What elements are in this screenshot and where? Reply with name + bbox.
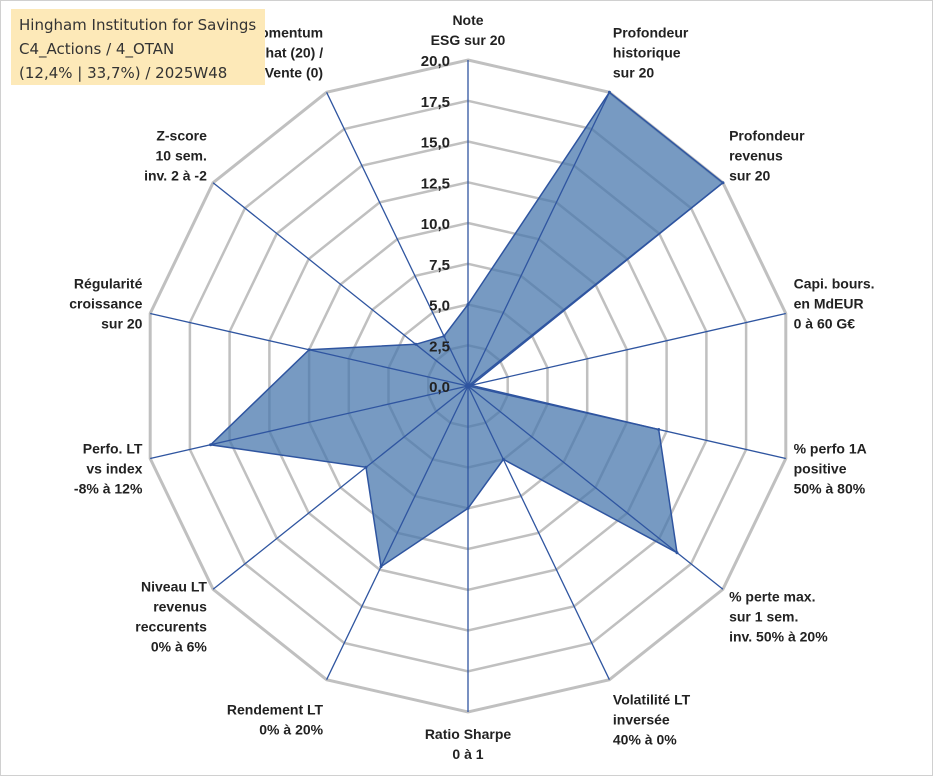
data-point — [607, 90, 611, 94]
r-tick-label: 12,5 — [421, 175, 450, 192]
title-line-2: C4_Actions / 4_OTAN — [19, 40, 175, 58]
axis-label: Profondeur historique sur 20 — [613, 25, 689, 81]
axis-spoke — [212, 182, 469, 387]
axis-label: % perfo 1A positive 50% à 80% — [794, 440, 867, 496]
axis-spoke — [212, 385, 469, 590]
axis-spoke — [467, 385, 610, 680]
data-point — [379, 565, 383, 569]
r-tick-label: 10,0 — [421, 216, 450, 233]
axis-spoke — [467, 385, 786, 460]
data-point — [466, 303, 470, 306]
data-point — [209, 443, 213, 447]
axis-label: Momentum Achat (20) / Vente (0) — [248, 25, 324, 81]
axis-label: Ratio Sharpe 0 à 1 — [425, 726, 512, 762]
r-tick-label: 7,5 — [429, 257, 450, 274]
r-tick-label: 15,0 — [421, 135, 450, 152]
axis-label: Perfo. LT vs index -8% à 12% — [74, 440, 143, 496]
axis-spoke — [150, 385, 469, 460]
title-line-3: (12,4% | 33,7%) / 2025W48 — [19, 64, 228, 82]
r-tick-label: 0,0 — [429, 379, 450, 396]
data-point — [657, 428, 661, 431]
data-point — [442, 334, 446, 338]
data-point — [307, 348, 311, 352]
axis-label: Profondeur revenus sur 20 — [729, 127, 805, 183]
axis-label: Capi. bours. en MdEUR 0 à 60 G€ — [794, 276, 875, 332]
data-point — [469, 383, 473, 387]
data-point — [501, 457, 505, 461]
axis-spoke — [467, 312, 786, 387]
data-point — [414, 342, 418, 346]
axis-spoke — [467, 182, 724, 387]
axis-spoke — [467, 92, 610, 387]
title-line-1: Hingham Institution for Savings — [19, 16, 257, 34]
axis-spoke — [467, 385, 724, 590]
axis-label: Rendement LT 0% à 20% — [227, 701, 324, 737]
axis-label: Régularité croissance sur 20 — [69, 276, 142, 332]
data-point — [675, 551, 679, 555]
r-tick-label: 20,0 — [421, 53, 450, 70]
axis-label: Niveau LT revenus reccurents 0% à 6% — [135, 579, 207, 655]
axis-spoke — [326, 385, 469, 680]
axis-label: Note ESG sur 20 — [431, 12, 506, 48]
title-box: Hingham Institution for Savings C4_Actio… — [11, 9, 265, 85]
data-point — [721, 181, 725, 185]
r-tick-label: 2,5 — [429, 338, 450, 355]
axis-label: % perte max. sur 1 sem. inv. 50% à 20% — [729, 589, 828, 645]
axis-label: Z-score 10 sem. inv. 2 à -2 — [144, 127, 207, 183]
data-point — [364, 465, 368, 469]
axis-label: Volatilité LT inversée 40% à 0% — [613, 691, 691, 747]
data-point — [466, 506, 470, 510]
r-tick-label: 5,0 — [429, 298, 450, 315]
series-area — [208, 91, 725, 568]
r-tick-label: 17,5 — [421, 94, 450, 111]
